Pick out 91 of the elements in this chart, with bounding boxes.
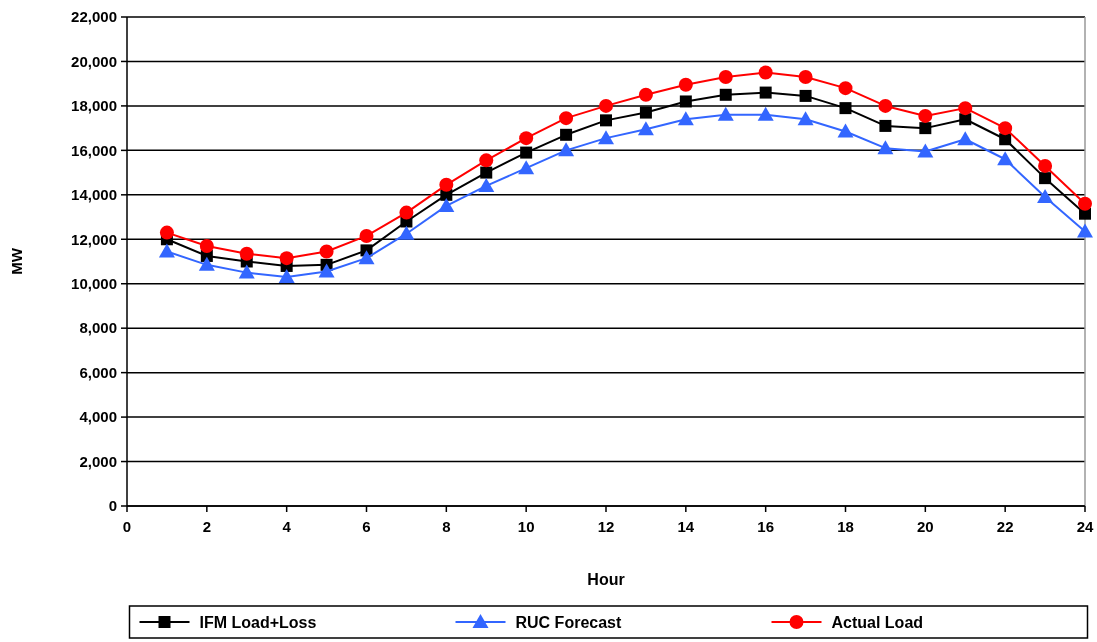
legend-label: RUC Forecast bbox=[515, 613, 622, 631]
point bbox=[918, 108, 933, 123]
x-tick-label: 2 bbox=[202, 518, 212, 535]
point bbox=[199, 238, 214, 253]
point bbox=[998, 121, 1013, 136]
point bbox=[757, 106, 774, 121]
legend-label: Actual Load bbox=[831, 613, 924, 631]
point bbox=[238, 264, 255, 279]
point bbox=[439, 177, 454, 192]
point bbox=[598, 130, 614, 145]
y-tick-label: 4,000 bbox=[79, 408, 117, 426]
point bbox=[637, 121, 654, 136]
y-tick-label: 20,000 bbox=[71, 52, 117, 70]
y-tick-label: 10,000 bbox=[71, 274, 117, 292]
x-tick-label: 18 bbox=[837, 518, 854, 535]
x-tick-label: 16 bbox=[757, 518, 775, 535]
point bbox=[358, 250, 375, 265]
y-tick-label: 12,000 bbox=[71, 230, 117, 248]
point bbox=[518, 160, 535, 175]
point bbox=[639, 106, 652, 119]
point bbox=[278, 269, 295, 284]
point bbox=[1077, 223, 1093, 238]
y-axis-title: MW bbox=[8, 247, 25, 275]
point bbox=[997, 151, 1014, 166]
point bbox=[159, 225, 174, 240]
point bbox=[600, 114, 612, 127]
point bbox=[559, 111, 574, 126]
x-axis-title: Hour bbox=[587, 571, 625, 588]
point bbox=[158, 243, 175, 258]
point bbox=[558, 142, 575, 157]
point bbox=[799, 89, 812, 102]
point bbox=[319, 244, 334, 259]
point bbox=[318, 263, 335, 278]
point bbox=[718, 70, 733, 84]
point bbox=[560, 128, 573, 141]
point bbox=[678, 77, 693, 92]
point bbox=[599, 98, 613, 113]
point bbox=[239, 246, 254, 261]
x-tick-label: 10 bbox=[517, 518, 535, 535]
point bbox=[798, 70, 813, 84]
point bbox=[520, 146, 533, 159]
y-tick-label: 16,000 bbox=[71, 141, 117, 159]
point bbox=[679, 95, 692, 108]
x-tick-label: 12 bbox=[597, 518, 615, 535]
y-tick-label: 14,000 bbox=[71, 186, 117, 204]
point bbox=[758, 65, 773, 80]
y-tick-label: 2,000 bbox=[79, 452, 117, 470]
point bbox=[759, 86, 772, 99]
point bbox=[879, 119, 892, 132]
point bbox=[839, 102, 852, 115]
x-tick-label: 14 bbox=[677, 518, 695, 535]
point bbox=[717, 106, 734, 121]
x-tick-label: 22 bbox=[996, 518, 1014, 535]
point bbox=[837, 123, 854, 138]
x-tick-label: 0 bbox=[122, 518, 132, 535]
point bbox=[438, 197, 455, 212]
point bbox=[919, 122, 932, 135]
point bbox=[1078, 196, 1092, 211]
y-tick-label: 8,000 bbox=[79, 319, 117, 337]
x-tick-label: 24 bbox=[1076, 518, 1094, 535]
y-tick-label: 22,000 bbox=[71, 8, 117, 26]
legend-label: IFM Load+Loss bbox=[199, 613, 317, 631]
point bbox=[878, 98, 893, 113]
point bbox=[958, 101, 973, 116]
y-tick-label: 6,000 bbox=[79, 363, 117, 381]
x-tick-label: 20 bbox=[916, 518, 934, 535]
x-tick-label: 4 bbox=[282, 518, 292, 535]
point bbox=[638, 87, 653, 102]
point bbox=[917, 143, 934, 158]
x-tick-label: 6 bbox=[362, 518, 371, 535]
x-tick-label: 8 bbox=[442, 518, 451, 535]
point bbox=[877, 140, 894, 155]
point bbox=[1039, 172, 1052, 185]
point bbox=[519, 131, 534, 146]
y-tick-label: 18,000 bbox=[71, 97, 117, 115]
point bbox=[198, 256, 215, 271]
point bbox=[480, 166, 493, 179]
point bbox=[398, 225, 415, 240]
point bbox=[1038, 158, 1053, 173]
point bbox=[479, 153, 494, 168]
point bbox=[279, 251, 294, 266]
point bbox=[838, 81, 853, 96]
point bbox=[478, 177, 495, 192]
point bbox=[1037, 189, 1054, 204]
point bbox=[797, 111, 814, 126]
point bbox=[719, 88, 732, 101]
point bbox=[359, 228, 374, 243]
point bbox=[677, 111, 694, 126]
point bbox=[957, 131, 974, 146]
y-tick-label: 0 bbox=[108, 497, 117, 515]
point bbox=[399, 205, 414, 220]
